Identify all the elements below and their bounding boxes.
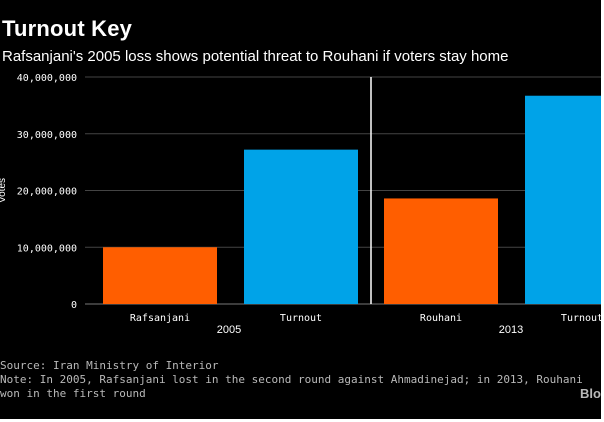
- chart-title: Turnout Key: [2, 16, 133, 41]
- bar: [384, 198, 498, 304]
- y-tick-labels: 0 10,000,000 20,000,000 30,000,000 40,000,00…: [17, 73, 77, 311]
- y-tick-label: 40,000,000: [17, 73, 77, 84]
- source-note: Source: Iran Ministry of Interior: [0, 359, 219, 372]
- x-tick-label: Turnout: [280, 313, 322, 324]
- y-axis-label: Votes: [0, 178, 8, 203]
- chart-subtitle: Rafsanjani's 2005 loss shows potential t…: [2, 48, 509, 65]
- bars: [103, 95, 601, 304]
- x-tick-label: Rouhani: [420, 313, 462, 324]
- brand-logo-text: Bloomberg: [580, 386, 601, 401]
- x-tick-label: Turnout: [561, 313, 601, 324]
- bar: [525, 95, 601, 304]
- y-tick-label: 20,000,000: [17, 187, 77, 198]
- y-tick-label: 0: [71, 300, 77, 311]
- x-tick-label: Rafsanjani: [130, 313, 190, 324]
- note-line-1: Note: In 2005, Rafsanjani lost in the se…: [0, 373, 583, 386]
- group-labels: 2005 2013: [217, 324, 523, 336]
- note-line-2: won in the first round: [0, 387, 146, 400]
- group-label: 2013: [499, 324, 523, 336]
- y-tick-label: 10,000,000: [17, 243, 77, 254]
- group-label: 2005: [217, 324, 241, 336]
- y-tick-label: 30,000,000: [17, 130, 77, 141]
- bar: [103, 247, 217, 304]
- bar: [244, 149, 358, 304]
- x-tick-labels: Rafsanjani Turnout Rouhani Turnout: [130, 313, 601, 324]
